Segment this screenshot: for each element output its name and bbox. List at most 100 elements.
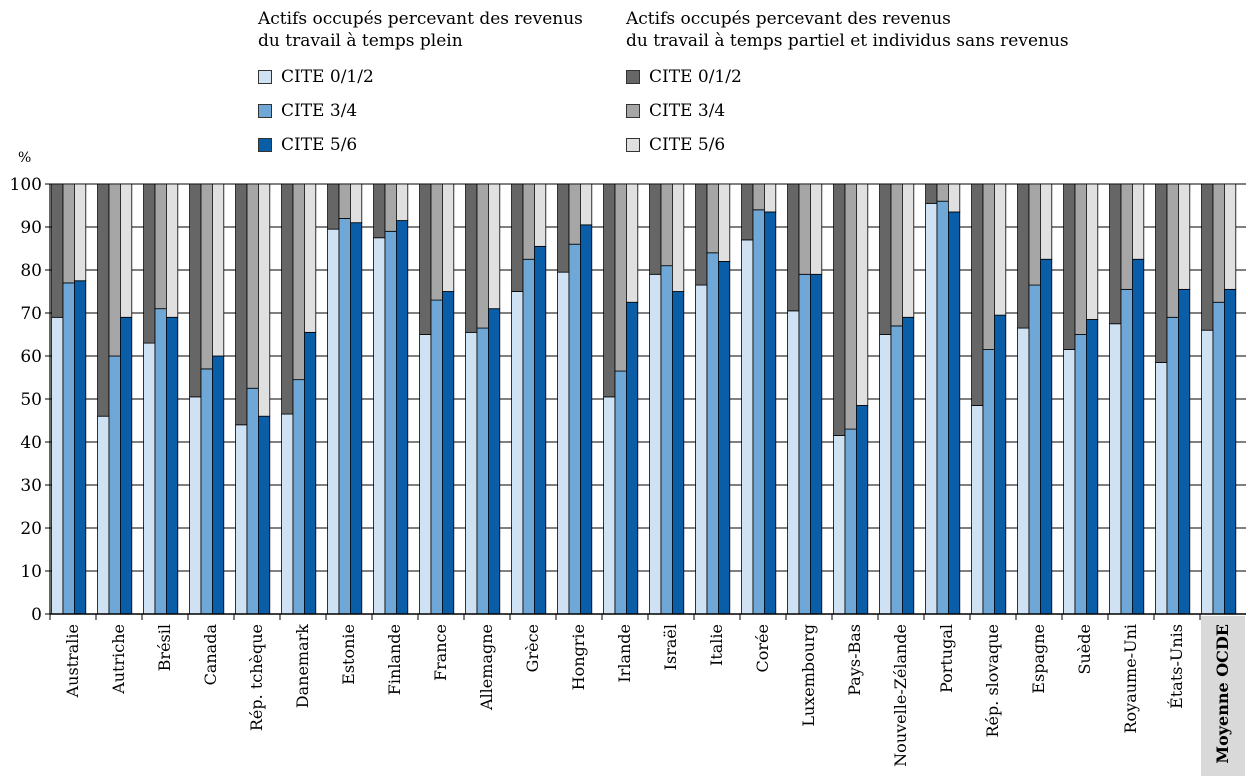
bar-part-time-0 <box>235 183 248 426</box>
bar-part-time-0 <box>327 183 340 230</box>
y-tick-label: 60 <box>20 347 42 367</box>
bar-full-time-0 <box>419 334 432 615</box>
legend-part-time: Actifs occupés percevant des revenus du … <box>626 8 1069 156</box>
bar-full-time-2 <box>764 211 777 615</box>
bar-part-time-2 <box>534 183 547 247</box>
y-axis-unit-label: % <box>18 150 32 166</box>
bar-full-time-0 <box>1155 362 1168 615</box>
bar-full-time-2 <box>395 220 409 615</box>
category-label: Autriche <box>109 624 128 695</box>
bar-part-time-0 <box>1109 183 1122 325</box>
bar-full-time-1 <box>338 217 351 615</box>
category-label: États-Unis <box>1166 624 1186 709</box>
bar-full-time-1 <box>200 368 213 615</box>
category-label: Moyenne OCDE <box>1213 624 1232 764</box>
legend-part-time-title-line-1: Actifs occupés percevant des revenus <box>626 9 951 29</box>
bar-full-time-0 <box>235 424 248 615</box>
bar-part-time-2 <box>810 183 823 275</box>
bar-full-time-0 <box>327 228 340 615</box>
bar-full-time-1 <box>1166 316 1179 615</box>
bar-full-time-2 <box>349 222 363 615</box>
bar-full-time-0 <box>695 284 708 615</box>
bar-full-time-1 <box>706 252 719 615</box>
bar-full-time-0 <box>1017 327 1030 615</box>
bar-part-time-2 <box>395 183 409 221</box>
bar-full-time-0 <box>603 396 616 615</box>
bar-full-time-1 <box>384 230 397 615</box>
legend-label: CITE 0/1/2 <box>281 67 374 87</box>
legend-swatch <box>626 104 640 118</box>
category-label: Corée <box>753 624 772 672</box>
bar-part-time-1 <box>614 183 627 372</box>
bar-full-time-0 <box>511 291 524 615</box>
bar-full-time-2 <box>165 316 179 615</box>
category-label: Rép. slovaque <box>983 624 1002 737</box>
bar-part-time-2 <box>672 183 685 292</box>
bar-part-time-2 <box>349 183 363 224</box>
bar-part-time-1 <box>1166 183 1179 318</box>
bar-full-time-1 <box>292 379 305 615</box>
bar-full-time-0 <box>97 415 110 615</box>
bar-full-time-2 <box>257 415 271 615</box>
bar-full-time-0 <box>51 316 64 615</box>
bar-part-time-0 <box>281 183 294 415</box>
bar-part-time-1 <box>430 183 443 301</box>
bar-part-time-0 <box>1201 183 1214 331</box>
legend-label: CITE 3/4 <box>649 101 726 121</box>
bar-full-time-2 <box>902 316 915 615</box>
bar-full-time-0 <box>281 413 294 615</box>
bar-part-time-1 <box>292 183 305 381</box>
bar-full-time-1 <box>890 325 903 615</box>
bar-full-time-2 <box>1040 258 1053 615</box>
bar-full-time-2 <box>74 280 87 615</box>
legend-label: CITE 5/6 <box>281 135 358 155</box>
bar-full-time-2 <box>994 314 1007 615</box>
bar-full-time-2 <box>303 331 317 615</box>
bar-part-time-1 <box>982 183 995 350</box>
bar-full-time-0 <box>741 239 754 615</box>
bar-full-time-2 <box>211 355 225 615</box>
bar-part-time-0 <box>511 183 524 292</box>
bar-full-time-1 <box>1028 284 1041 615</box>
bar-part-time-2 <box>1178 183 1191 290</box>
bar-full-time-2 <box>856 405 869 615</box>
legend-full-time-title-line-1: Actifs occupés percevant des revenus <box>258 9 583 29</box>
bar-full-time-0 <box>925 202 938 615</box>
bar-full-time-0 <box>465 331 478 615</box>
bar-full-time-1 <box>798 273 811 615</box>
bar-full-time-2 <box>672 291 685 615</box>
bar-part-time-1 <box>1212 183 1225 303</box>
category-label: France <box>431 624 450 681</box>
bar-full-time-0 <box>1201 329 1214 615</box>
bar-full-time-2 <box>1086 319 1099 615</box>
bar-part-time-0 <box>925 183 938 204</box>
bar-part-time-1 <box>660 183 673 267</box>
bar-part-time-0 <box>695 183 708 286</box>
bar-part-time-2 <box>580 183 593 226</box>
bar-part-time-2 <box>1132 183 1145 260</box>
legend-label: CITE 3/4 <box>281 101 358 121</box>
category-label: Pays-Bas <box>845 624 864 696</box>
bar-part-time-1 <box>568 183 581 245</box>
bar-full-time-2 <box>534 245 547 615</box>
legend-item-full-time-cite-34: CITE 3/4 <box>258 100 583 122</box>
legend-part-time-title-line-2: du travail à temps partiel et individus … <box>626 31 1069 51</box>
category-label: Irlande <box>615 624 634 683</box>
bar-part-time-2 <box>764 183 777 213</box>
bar-full-time-1 <box>1074 334 1087 615</box>
bar-part-time-1 <box>522 183 535 260</box>
bar-part-time-2 <box>948 183 961 213</box>
bar-part-time-2 <box>1040 183 1053 260</box>
legend-swatch <box>258 104 272 118</box>
y-tick-label: 40 <box>20 433 42 453</box>
bar-part-time-1 <box>246 183 259 389</box>
bar-full-time-0 <box>143 342 156 615</box>
bar-part-time-2 <box>303 183 317 333</box>
bar-full-time-1 <box>62 282 75 615</box>
bar-part-time-0 <box>879 183 892 335</box>
bar-part-time-2 <box>165 183 179 318</box>
bar-full-time-2 <box>626 301 639 615</box>
bar-part-time-2 <box>120 183 133 318</box>
y-tick-label: 30 <box>20 476 42 496</box>
